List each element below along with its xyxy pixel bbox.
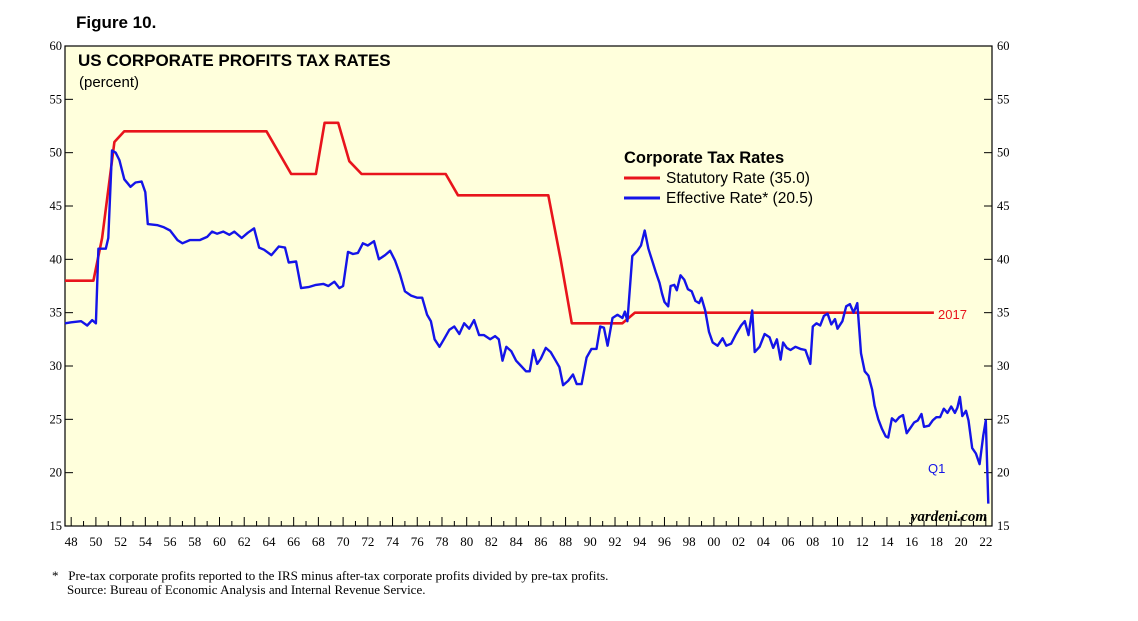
- annotation-statutory-end: 2017: [938, 307, 967, 322]
- y-tick-label-right: 20: [997, 466, 1010, 480]
- x-tick-label: 20: [955, 534, 968, 549]
- y-tick-label-right: 55: [997, 92, 1010, 106]
- chart-title: US CORPORATE PROFITS TAX RATES: [78, 51, 391, 70]
- y-tick-label-right: 40: [997, 252, 1010, 266]
- plot-area: [64, 45, 993, 527]
- x-tick-label: 94: [633, 534, 647, 549]
- footnote: * Pre-tax corporate profits reported to …: [52, 569, 608, 597]
- x-tick-label: 14: [880, 534, 894, 549]
- series-line-effective: [64, 149, 990, 504]
- x-tick-label: 62: [238, 534, 251, 549]
- x-tick-label: 66: [287, 534, 301, 549]
- x-tick-label: 18: [930, 534, 943, 549]
- footnote-marker: *: [52, 568, 59, 583]
- x-tick-label: 04: [757, 534, 771, 549]
- legend-label-effective: Effective Rate* (20.5): [666, 190, 813, 207]
- y-tick-label-left: 45: [50, 199, 63, 213]
- x-tick-label: 82: [485, 534, 498, 549]
- x-tick-label: 76: [411, 534, 425, 549]
- x-tick-label: 56: [164, 534, 178, 549]
- y-tick-label-right: 15: [997, 519, 1010, 533]
- x-tick-label: 90: [584, 534, 597, 549]
- x-tick-label: 88: [559, 534, 572, 549]
- y-tick-label-left: 15: [50, 519, 63, 533]
- x-tick-label: 08: [806, 534, 819, 549]
- x-tick-label: 92: [609, 534, 622, 549]
- x-tick-label: 74: [386, 534, 400, 549]
- y-tick-label-right: 25: [997, 412, 1010, 426]
- y-axis-left: 15 20 25 30 35 40 45 50 55 60: [50, 39, 73, 533]
- y-tick-label-left: 60: [50, 39, 63, 53]
- legend-title: Corporate Tax Rates: [624, 149, 784, 167]
- figure-label: Figure 10.: [76, 13, 157, 32]
- x-tick-label: 78: [435, 534, 448, 549]
- footnote-text: Pre-tax corporate profits reported to th…: [68, 568, 609, 583]
- y-tick-label-left: 25: [50, 412, 63, 426]
- x-tick-label: 06: [782, 534, 796, 549]
- footnote-line: * Pre-tax corporate profits reported to …: [52, 569, 608, 583]
- x-tick-label: 98: [683, 534, 696, 549]
- x-tick-label: 54: [139, 534, 153, 549]
- x-tick-label: 60: [213, 534, 226, 549]
- x-tick-label: 52: [114, 534, 127, 549]
- legend-label-statutory: Statutory Rate (35.0): [666, 170, 810, 187]
- x-tick-label: 70: [337, 534, 350, 549]
- x-tick-label: 48: [65, 534, 78, 549]
- chart-subtitle: (percent): [79, 74, 139, 91]
- x-tick-label: 58: [188, 534, 201, 549]
- y-tick-label-left: 20: [50, 466, 63, 480]
- x-tick-label: 68: [312, 534, 325, 549]
- x-tick-label: 22: [979, 534, 992, 549]
- y-tick-label-left: 35: [50, 306, 63, 320]
- x-tick-label: 50: [89, 534, 102, 549]
- x-tick-label: 12: [856, 534, 869, 549]
- y-tick-label-left: 30: [50, 359, 63, 373]
- source-text: Source: Bureau of Economic Analysis and …: [67, 582, 426, 597]
- tax-rates-chart: 15 20 25 30 35 40 45 50 55 60 15 20 25 30 35 40 45 50 55 6…: [50, 39, 1010, 549]
- series-line-statutory: [65, 121, 934, 325]
- y-tick-label-right: 35: [997, 306, 1010, 320]
- x-tick-label: 72: [361, 534, 374, 549]
- x-tick-label: 64: [262, 534, 276, 549]
- x-tick-label: 80: [460, 534, 473, 549]
- watermark: yardeni.com: [909, 509, 987, 525]
- x-tick-label: 86: [534, 534, 548, 549]
- legend: Corporate Tax Rates Statutory Rate (35.0…: [624, 149, 813, 207]
- y-tick-label-left: 55: [50, 92, 63, 106]
- y-axis-right: 15 20 25 30 35 40 45 50 55 60: [984, 39, 1010, 533]
- x-tick-label: 02: [732, 534, 745, 549]
- y-tick-label-right: 50: [997, 146, 1010, 160]
- x-tick-label: 00: [707, 534, 720, 549]
- y-tick-label-left: 50: [50, 146, 63, 160]
- y-tick-label-right: 45: [997, 199, 1010, 213]
- x-tick-label: 16: [905, 534, 919, 549]
- y-tick-label-right: 30: [997, 359, 1010, 373]
- y-tick-label-left: 40: [50, 252, 63, 266]
- x-tick-label: 96: [658, 534, 672, 549]
- y-tick-label-right: 60: [997, 39, 1010, 53]
- annotation-effective-end: Q1: [928, 461, 945, 476]
- x-tick-label: 84: [510, 534, 524, 549]
- x-axis: 48 50 52 54 56 58 60 62 64 66 68 70 72 74 76 78 80 82 84 86…: [65, 517, 992, 549]
- x-tick-label: 10: [831, 534, 844, 549]
